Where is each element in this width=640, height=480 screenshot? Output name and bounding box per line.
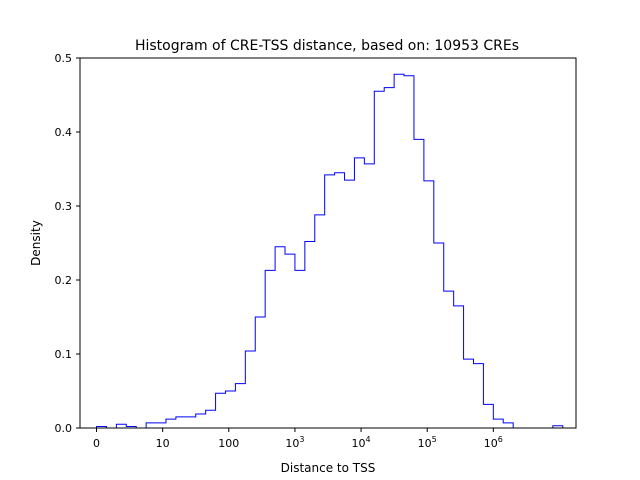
- y-tick-label: 0.5: [55, 52, 73, 65]
- y-tick-label: 0.2: [55, 274, 73, 287]
- y-axis: 0.0 0.1 0.2 0.3 0.4 0.5: [55, 52, 80, 435]
- x-tick-label: 103: [285, 435, 304, 450]
- x-axis: 0 10 100 103 104 105 106: [93, 428, 503, 450]
- chart-title: Histogram of CRE-TSS distance, based on:…: [135, 38, 519, 54]
- y-tick-label: 0.0: [55, 422, 73, 435]
- plot-frame: [79, 57, 577, 429]
- x-tick-label: 105: [418, 435, 437, 450]
- y-tick-label: 0.1: [55, 348, 73, 361]
- histogram-outline: [96, 73, 564, 429]
- x-tick-label: 106: [484, 435, 503, 450]
- x-tick-label: 10: [156, 437, 170, 450]
- x-axis-label: Distance to TSS: [281, 461, 376, 475]
- y-axis-label: Density: [29, 220, 43, 266]
- y-tick-label: 0.4: [55, 126, 73, 139]
- x-tick-label: 0: [93, 437, 100, 450]
- x-tick-label: 100: [218, 437, 239, 450]
- y-tick-label: 0.3: [55, 200, 73, 213]
- x-tick-label: 104: [352, 435, 371, 450]
